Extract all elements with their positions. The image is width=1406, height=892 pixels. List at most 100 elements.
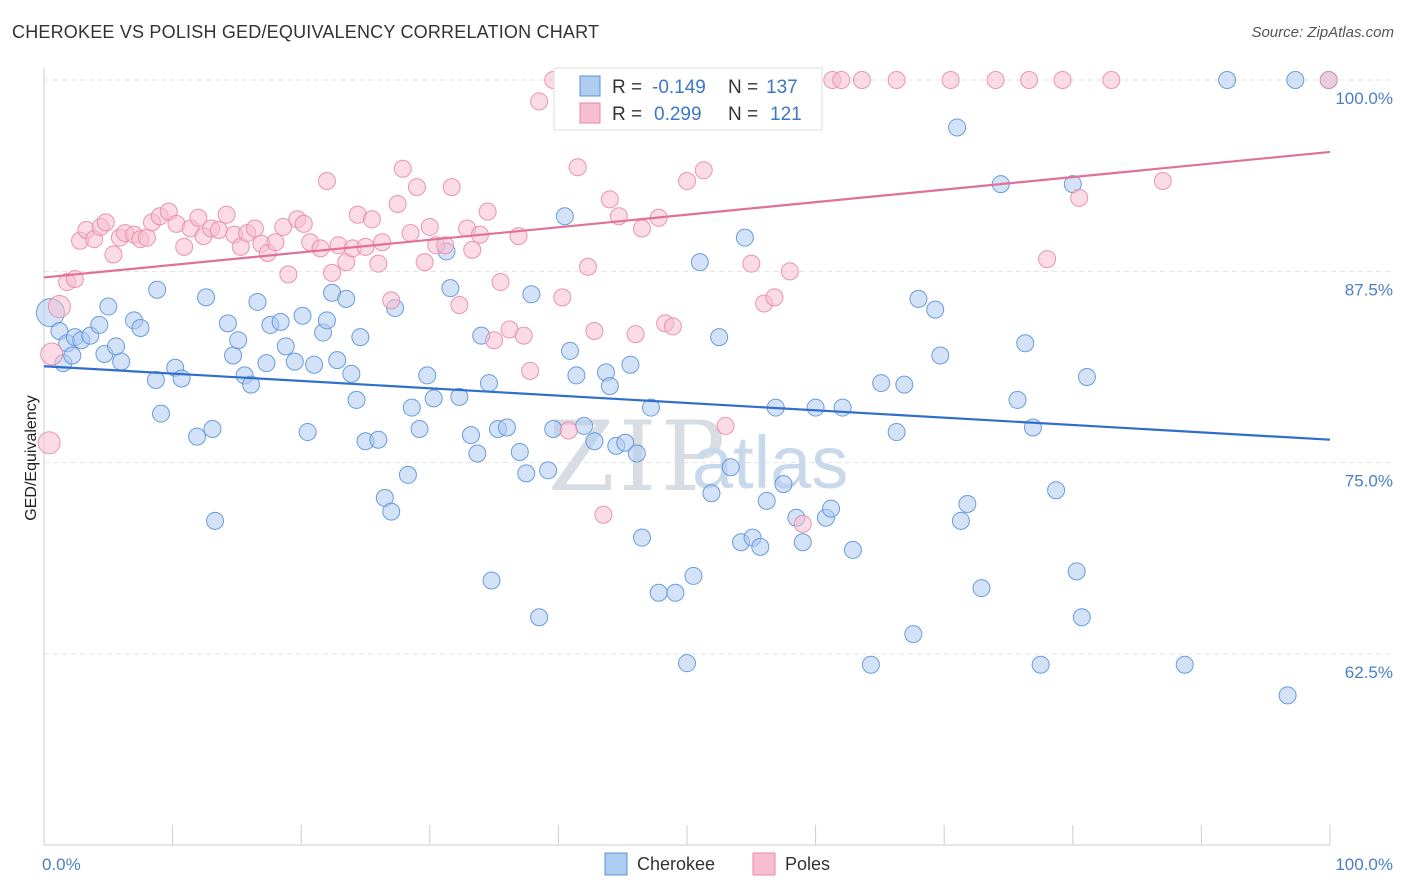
cherokee-point-11 <box>107 337 126 356</box>
poles-point-110 <box>1319 71 1338 89</box>
x-tick-labels: 0.0% 100.0% <box>42 855 1393 874</box>
poles-point-70 <box>521 361 540 380</box>
cherokee-point-88 <box>684 566 703 585</box>
cherokee-point-116 <box>951 511 970 530</box>
cherokee-point-106 <box>843 540 862 559</box>
poles-point-50 <box>382 291 401 310</box>
poles-point-105 <box>1038 250 1057 269</box>
source-note: Source: ZipAtlas.com <box>1251 24 1394 41</box>
legend-swatch-poles <box>579 102 601 124</box>
poles-point-101 <box>887 71 906 89</box>
cherokee-point-91 <box>710 328 729 347</box>
cherokee-point-96 <box>751 537 770 556</box>
cherokee-point-26 <box>229 331 248 350</box>
cherokee-point-111 <box>909 289 928 308</box>
cherokee-point-108 <box>872 374 891 393</box>
poles-point-39 <box>311 239 330 258</box>
cherokee-point-43 <box>342 364 361 383</box>
cherokee-point-86 <box>666 583 685 602</box>
y-tick-label-2: 75.0% <box>1345 472 1393 491</box>
cherokee-point-71 <box>544 419 563 438</box>
cherokee-point-92 <box>721 458 740 477</box>
cherokee-point-9 <box>99 297 118 316</box>
poles-point-0 <box>37 431 61 455</box>
cherokee-point-76 <box>585 432 604 451</box>
poles-trend-line <box>43 150 1331 279</box>
y-tick-label-1: 87.5% <box>1345 280 1393 299</box>
legend-n-value-cherokee: 137 <box>766 77 798 98</box>
cherokee-point-20 <box>188 427 207 446</box>
cherokee-point-65 <box>497 418 516 437</box>
cherokee-point-12 <box>112 352 131 371</box>
cherokee-point-89 <box>690 253 709 272</box>
poles-point-87 <box>663 317 682 336</box>
legend-n-label-cherokee: N = <box>728 77 758 98</box>
cherokee-point-41 <box>328 351 347 370</box>
poles-point-52 <box>393 159 412 178</box>
y-tick-label-0: 100.0% <box>1335 89 1393 108</box>
poles-point-15 <box>137 228 156 247</box>
cherokee-point-102 <box>806 398 825 417</box>
cherokee-point-75 <box>575 416 594 435</box>
poles-point-74 <box>559 421 578 440</box>
cherokee-point-14 <box>131 318 150 337</box>
cherokee-point-121 <box>1016 334 1035 353</box>
y-tick-label-3: 62.5% <box>1345 663 1393 682</box>
poles-point-90 <box>694 161 713 180</box>
cherokee-point-124 <box>1047 481 1066 500</box>
cherokee-point-8 <box>90 315 109 334</box>
cherokee-point-36 <box>298 423 317 442</box>
cherokee-point-83 <box>632 528 651 547</box>
poles-point-76 <box>578 257 597 276</box>
cherokee-point-118 <box>972 579 991 598</box>
cherokee-point-30 <box>257 354 276 373</box>
cherokee-point-23 <box>206 511 225 530</box>
cherokee-point-87 <box>678 654 696 673</box>
y-tick-labels: 100.0% 87.5% 75.0% 62.5% <box>1335 89 1393 682</box>
poles-point-51 <box>388 194 407 213</box>
poles-point-53 <box>401 224 420 243</box>
cherokee-point-24 <box>218 314 237 333</box>
poles-point-95 <box>765 288 784 307</box>
poles-point-104 <box>1020 71 1039 89</box>
bottom-legend-swatch-poles <box>752 852 776 876</box>
poles-point-99 <box>832 71 851 89</box>
cherokee-point-52 <box>402 398 421 417</box>
cherokee-point-59 <box>461 426 480 445</box>
cherokee-point-34 <box>285 352 304 371</box>
cherokee-point-126 <box>1067 562 1086 581</box>
poles-point-77 <box>585 322 604 341</box>
cherokee-point-21 <box>197 288 216 307</box>
cherokee-point-72 <box>555 207 574 226</box>
cherokee-point-70 <box>539 461 558 480</box>
cherokee-point-82 <box>627 444 646 463</box>
poles-point-33 <box>266 233 285 252</box>
cherokee-point-29 <box>248 292 267 311</box>
cherokee-point-114 <box>931 346 950 365</box>
poles-point-65 <box>485 331 504 350</box>
poles-point-83 <box>632 219 651 238</box>
bottom-legend-label-cherokee: Cherokee <box>637 854 715 874</box>
legend-swatch-cherokee <box>579 75 601 97</box>
poles-point-59 <box>442 178 461 197</box>
poles-point-49 <box>373 233 392 252</box>
cherokee-point-56 <box>441 279 460 298</box>
poles-point-88 <box>678 172 696 191</box>
cherokee-points <box>35 71 1338 705</box>
cherokee-point-127 <box>1072 608 1091 627</box>
cherokee-point-44 <box>347 390 366 409</box>
cherokee-point-15 <box>146 371 165 390</box>
cherokee-point-22 <box>203 419 222 438</box>
cherokee-point-45 <box>351 328 370 347</box>
cherokee-point-5 <box>63 346 82 365</box>
cherokee-point-25 <box>224 346 243 365</box>
cherokee-point-131 <box>1278 686 1297 705</box>
cherokee-point-97 <box>757 491 776 510</box>
poles-point-40 <box>317 172 336 191</box>
poles-point-26 <box>217 205 236 224</box>
poles-point-73 <box>553 288 572 307</box>
cherokee-point-99 <box>774 475 793 494</box>
cherokee-point-109 <box>887 423 906 442</box>
poles-point-71 <box>530 92 549 111</box>
